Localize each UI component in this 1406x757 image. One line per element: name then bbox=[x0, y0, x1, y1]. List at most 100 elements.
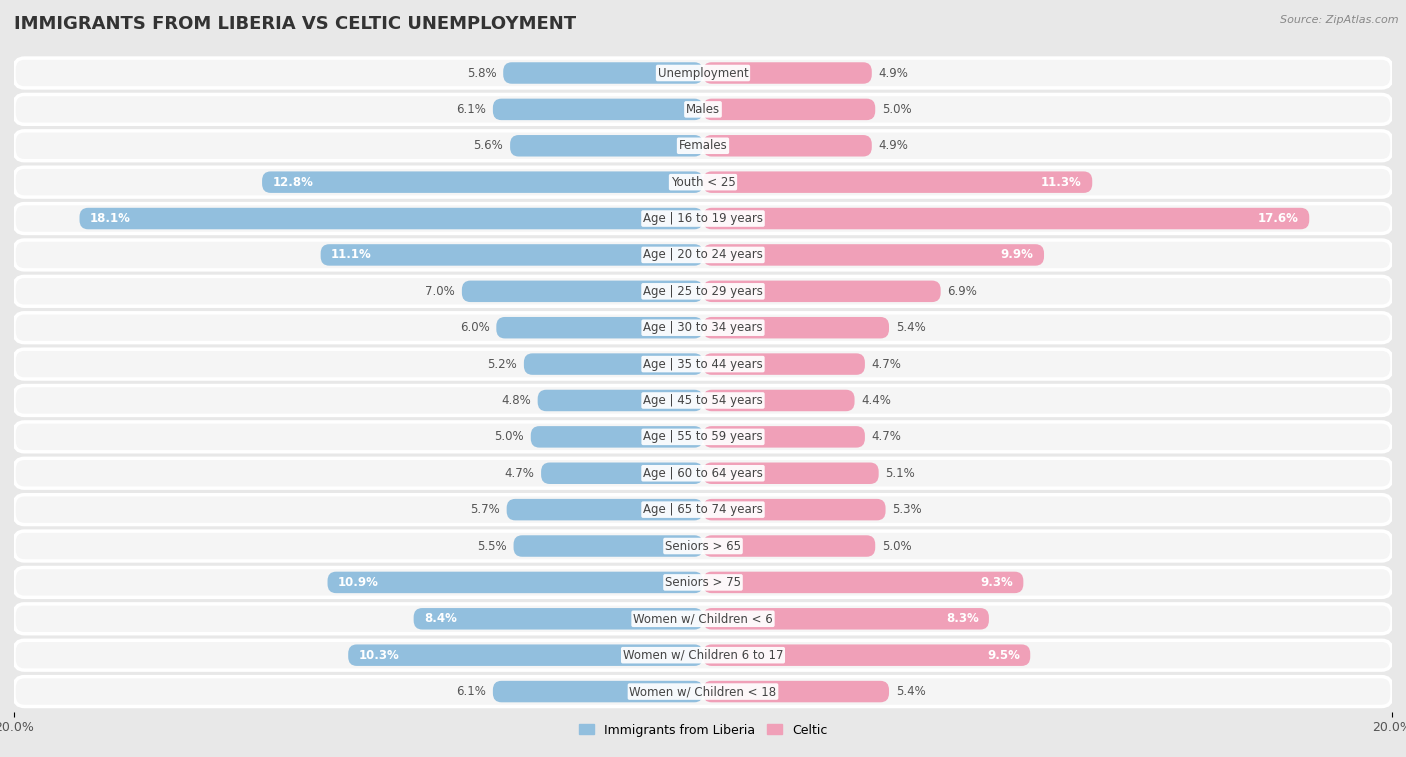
FancyBboxPatch shape bbox=[703, 681, 889, 702]
FancyBboxPatch shape bbox=[524, 354, 703, 375]
Text: 6.1%: 6.1% bbox=[456, 685, 486, 698]
Text: 10.3%: 10.3% bbox=[359, 649, 399, 662]
Text: 6.0%: 6.0% bbox=[460, 321, 489, 334]
Text: Age | 25 to 29 years: Age | 25 to 29 years bbox=[643, 285, 763, 298]
FancyBboxPatch shape bbox=[14, 458, 1392, 488]
FancyBboxPatch shape bbox=[14, 58, 1392, 88]
FancyBboxPatch shape bbox=[14, 568, 1392, 597]
Text: 11.1%: 11.1% bbox=[330, 248, 371, 261]
FancyBboxPatch shape bbox=[14, 167, 1392, 197]
FancyBboxPatch shape bbox=[703, 644, 1031, 666]
Text: 8.4%: 8.4% bbox=[425, 612, 457, 625]
FancyBboxPatch shape bbox=[703, 535, 875, 556]
Text: 6.1%: 6.1% bbox=[456, 103, 486, 116]
FancyBboxPatch shape bbox=[703, 608, 988, 630]
Text: 9.9%: 9.9% bbox=[1001, 248, 1033, 261]
Text: 5.5%: 5.5% bbox=[477, 540, 506, 553]
FancyBboxPatch shape bbox=[703, 317, 889, 338]
FancyBboxPatch shape bbox=[14, 604, 1392, 634]
FancyBboxPatch shape bbox=[703, 354, 865, 375]
Text: 10.9%: 10.9% bbox=[337, 576, 378, 589]
Text: 5.7%: 5.7% bbox=[470, 503, 499, 516]
FancyBboxPatch shape bbox=[703, 245, 1045, 266]
Text: Women w/ Children < 6: Women w/ Children < 6 bbox=[633, 612, 773, 625]
Text: Age | 65 to 74 years: Age | 65 to 74 years bbox=[643, 503, 763, 516]
Text: 4.7%: 4.7% bbox=[872, 431, 901, 444]
FancyBboxPatch shape bbox=[14, 276, 1392, 307]
FancyBboxPatch shape bbox=[14, 349, 1392, 379]
Text: Women w/ Children 6 to 17: Women w/ Children 6 to 17 bbox=[623, 649, 783, 662]
FancyBboxPatch shape bbox=[321, 245, 703, 266]
Text: 4.7%: 4.7% bbox=[872, 357, 901, 371]
FancyBboxPatch shape bbox=[14, 240, 1392, 269]
Text: 17.6%: 17.6% bbox=[1258, 212, 1299, 225]
FancyBboxPatch shape bbox=[461, 281, 703, 302]
FancyBboxPatch shape bbox=[506, 499, 703, 520]
FancyBboxPatch shape bbox=[703, 426, 865, 447]
FancyBboxPatch shape bbox=[494, 98, 703, 120]
Text: 11.3%: 11.3% bbox=[1042, 176, 1083, 188]
Text: 5.6%: 5.6% bbox=[474, 139, 503, 152]
Text: 5.8%: 5.8% bbox=[467, 67, 496, 79]
Text: Seniors > 65: Seniors > 65 bbox=[665, 540, 741, 553]
Text: 5.4%: 5.4% bbox=[896, 685, 925, 698]
FancyBboxPatch shape bbox=[14, 640, 1392, 670]
Text: 5.0%: 5.0% bbox=[495, 431, 524, 444]
FancyBboxPatch shape bbox=[14, 385, 1392, 416]
Text: 4.4%: 4.4% bbox=[862, 394, 891, 407]
Text: Age | 55 to 59 years: Age | 55 to 59 years bbox=[643, 431, 763, 444]
Text: 5.0%: 5.0% bbox=[882, 103, 911, 116]
Text: Age | 60 to 64 years: Age | 60 to 64 years bbox=[643, 467, 763, 480]
Text: Age | 30 to 34 years: Age | 30 to 34 years bbox=[643, 321, 763, 334]
FancyBboxPatch shape bbox=[703, 171, 1092, 193]
FancyBboxPatch shape bbox=[328, 572, 703, 593]
Text: Youth < 25: Youth < 25 bbox=[671, 176, 735, 188]
FancyBboxPatch shape bbox=[503, 62, 703, 84]
Text: Source: ZipAtlas.com: Source: ZipAtlas.com bbox=[1281, 15, 1399, 25]
Text: 5.3%: 5.3% bbox=[893, 503, 922, 516]
Text: Age | 20 to 24 years: Age | 20 to 24 years bbox=[643, 248, 763, 261]
Text: 5.4%: 5.4% bbox=[896, 321, 925, 334]
FancyBboxPatch shape bbox=[703, 98, 875, 120]
FancyBboxPatch shape bbox=[14, 495, 1392, 525]
Text: 6.9%: 6.9% bbox=[948, 285, 977, 298]
FancyBboxPatch shape bbox=[14, 422, 1392, 452]
Text: 7.0%: 7.0% bbox=[425, 285, 456, 298]
Text: 4.8%: 4.8% bbox=[501, 394, 531, 407]
FancyBboxPatch shape bbox=[494, 681, 703, 702]
FancyBboxPatch shape bbox=[14, 95, 1392, 124]
Text: 8.3%: 8.3% bbox=[946, 612, 979, 625]
FancyBboxPatch shape bbox=[541, 463, 703, 484]
FancyBboxPatch shape bbox=[703, 62, 872, 84]
FancyBboxPatch shape bbox=[703, 281, 941, 302]
FancyBboxPatch shape bbox=[14, 204, 1392, 233]
Text: 18.1%: 18.1% bbox=[90, 212, 131, 225]
Text: IMMIGRANTS FROM LIBERIA VS CELTIC UNEMPLOYMENT: IMMIGRANTS FROM LIBERIA VS CELTIC UNEMPL… bbox=[14, 15, 576, 33]
Text: 4.9%: 4.9% bbox=[879, 67, 908, 79]
Text: 5.2%: 5.2% bbox=[488, 357, 517, 371]
FancyBboxPatch shape bbox=[513, 535, 703, 556]
FancyBboxPatch shape bbox=[496, 317, 703, 338]
FancyBboxPatch shape bbox=[703, 390, 855, 411]
Text: Unemployment: Unemployment bbox=[658, 67, 748, 79]
FancyBboxPatch shape bbox=[14, 677, 1392, 706]
FancyBboxPatch shape bbox=[14, 313, 1392, 343]
Text: 4.7%: 4.7% bbox=[505, 467, 534, 480]
FancyBboxPatch shape bbox=[537, 390, 703, 411]
Text: Seniors > 75: Seniors > 75 bbox=[665, 576, 741, 589]
FancyBboxPatch shape bbox=[510, 135, 703, 157]
Text: Females: Females bbox=[679, 139, 727, 152]
Text: Age | 35 to 44 years: Age | 35 to 44 years bbox=[643, 357, 763, 371]
FancyBboxPatch shape bbox=[262, 171, 703, 193]
FancyBboxPatch shape bbox=[703, 572, 1024, 593]
FancyBboxPatch shape bbox=[703, 499, 886, 520]
Text: Women w/ Children < 18: Women w/ Children < 18 bbox=[630, 685, 776, 698]
Text: 4.9%: 4.9% bbox=[879, 139, 908, 152]
Text: Males: Males bbox=[686, 103, 720, 116]
Text: Age | 45 to 54 years: Age | 45 to 54 years bbox=[643, 394, 763, 407]
FancyBboxPatch shape bbox=[413, 608, 703, 630]
Text: 9.5%: 9.5% bbox=[987, 649, 1019, 662]
FancyBboxPatch shape bbox=[14, 131, 1392, 160]
FancyBboxPatch shape bbox=[80, 208, 703, 229]
FancyBboxPatch shape bbox=[703, 135, 872, 157]
